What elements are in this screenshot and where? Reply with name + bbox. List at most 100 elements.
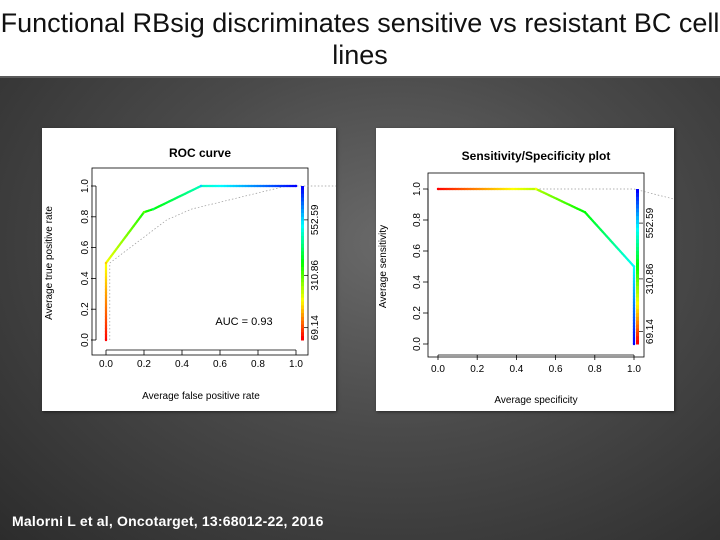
- x-tick-label: 1.0: [289, 359, 303, 370]
- colorbar-segment: [636, 320, 639, 326]
- colorbar-segment: [301, 243, 304, 249]
- series-point: [152, 207, 155, 211]
- colorbar-segment: [301, 328, 304, 333]
- colorbar-segment: [636, 328, 639, 333]
- colorbar-segment: [636, 192, 639, 198]
- series-spread-curve: [109, 185, 336, 340]
- chart-title: Sensitivity/Specificity plot: [462, 149, 611, 163]
- colorbar-segment: [636, 309, 639, 314]
- y-tick-label: 0.0: [80, 333, 91, 347]
- y-tick-label: 0.8: [412, 213, 423, 227]
- colorbar-segment: [301, 263, 304, 268]
- colorbar-segment: [301, 247, 304, 252]
- colorbar-segment: [636, 196, 639, 202]
- colorbar-label: 310.86: [310, 260, 321, 291]
- citation: Malorni L et al, Oncotarget, 13:68012-22…: [12, 513, 324, 529]
- colorbar-segment: [636, 336, 639, 341]
- colorbar-segment: [301, 193, 304, 199]
- colorbar-segment: [301, 286, 304, 291]
- colorbar-segment: [301, 316, 304, 322]
- colorbar-segment: [636, 227, 639, 233]
- colorbar-segment: [301, 320, 304, 326]
- series-spread-curve: [438, 188, 674, 200]
- colorbar-segment: [636, 316, 639, 322]
- x-tick-label: 0.0: [99, 359, 113, 370]
- colorbar-segment: [636, 223, 639, 229]
- auc-annotation: AUC = 0.93: [215, 316, 272, 328]
- colorbar-segment: [301, 305, 304, 310]
- x-tick-label: 0.0: [431, 364, 445, 375]
- colorbar-segment: [301, 332, 304, 337]
- colorbar-segment: [301, 301, 304, 306]
- colorbar-segment: [301, 270, 304, 276]
- y-axis-label: Average sensitivity: [378, 225, 389, 308]
- series-point: [632, 265, 636, 268]
- plot-frame: [427, 172, 645, 358]
- colorbar-segment: [301, 197, 304, 202]
- x-tick-label: 0.2: [137, 359, 151, 370]
- plot-frame: [91, 167, 309, 356]
- x-tick-label: 0.6: [213, 359, 227, 370]
- colorbar-segment: [301, 236, 304, 241]
- colorbar-segment: [301, 266, 304, 272]
- colorbar-segment: [301, 220, 304, 225]
- y-tick-label: 1.0: [412, 182, 423, 196]
- sensitivity-specificity-chart: Sensitivity/Specificity plot 0.0 0.2 0.4 0.6…: [378, 149, 674, 406]
- colorbar-segment: [636, 239, 639, 244]
- colorbar-segment: [636, 285, 639, 291]
- y-tick-label: 0.0: [412, 337, 423, 351]
- colorbar-segment: [636, 258, 639, 264]
- colorbar-segment: [636, 274, 639, 279]
- colorbar-segment: [301, 336, 304, 341]
- colorbar-segment: [636, 243, 639, 248]
- colorbar-segment: [636, 251, 639, 256]
- colorbar-segment: [301, 209, 304, 214]
- colorbar-segment: [636, 282, 639, 287]
- slide-title: Functional RBsig discriminates sensitive…: [0, 8, 720, 70]
- x-axis-label: Average specificity: [494, 395, 577, 406]
- colorbar-segment: [636, 216, 639, 221]
- colorbar-segment: [636, 332, 639, 337]
- colorbar-label: 69.14: [645, 319, 656, 344]
- y-tick-label: 0.4: [80, 271, 91, 285]
- y-tick-label: 0.2: [412, 306, 423, 320]
- colorbar-segment: [301, 232, 304, 237]
- colorbar-segment: [301, 224, 304, 229]
- colorbar-segment: [636, 247, 639, 252]
- colorbar-segment: [636, 293, 639, 298]
- title-band: Functional RBsig discriminates sensitive…: [0, 0, 720, 78]
- colorbar-segment: [636, 189, 639, 194]
- colorbar-segment: [301, 282, 304, 287]
- roc-chart-panel: ROC curve 0.0 0.2 0.4 0.6 0.8 1.0 0.0 0.2 0.4 0.6 0…: [42, 128, 336, 411]
- colorbar-label: 69.14: [310, 315, 321, 340]
- chart-title: ROC curve: [169, 146, 231, 160]
- colorbar-segment: [301, 216, 304, 222]
- series-point: [294, 184, 298, 188]
- x-tick-label: 0.8: [588, 364, 602, 375]
- colorbar-segment: [636, 208, 639, 213]
- x-tick-label: 0.2: [470, 364, 484, 375]
- colorbar-segment: [301, 251, 304, 256]
- colorbar-segment: [301, 201, 304, 206]
- colorbar-segment: [301, 289, 304, 295]
- colorbar-segment: [636, 235, 639, 240]
- colorbar-segment: [636, 278, 639, 283]
- colorbar-segment: [636, 231, 639, 236]
- colorbar-segment: [636, 324, 639, 329]
- y-tick-label: 0.6: [80, 240, 91, 254]
- colorbar-segment: [301, 313, 304, 318]
- colorbar-segment: [301, 278, 304, 283]
- series-point: [534, 187, 538, 191]
- colorbar-segment: [301, 309, 304, 314]
- y-tick-label: 0.6: [412, 244, 423, 258]
- y-axis-label: Average true positive rate: [44, 206, 55, 320]
- colorbar-segment: [636, 297, 639, 302]
- colorbar-segment: [636, 270, 639, 275]
- colorbar-segment: [301, 255, 304, 260]
- y-tick-label: 0.2: [80, 302, 91, 316]
- colorbar-segment: [636, 305, 639, 310]
- colorbar-segment: [301, 239, 304, 245]
- colorbar-segment: [301, 259, 304, 264]
- colorbar-segment: [636, 220, 639, 225]
- y-tick-label: 0.4: [412, 275, 423, 289]
